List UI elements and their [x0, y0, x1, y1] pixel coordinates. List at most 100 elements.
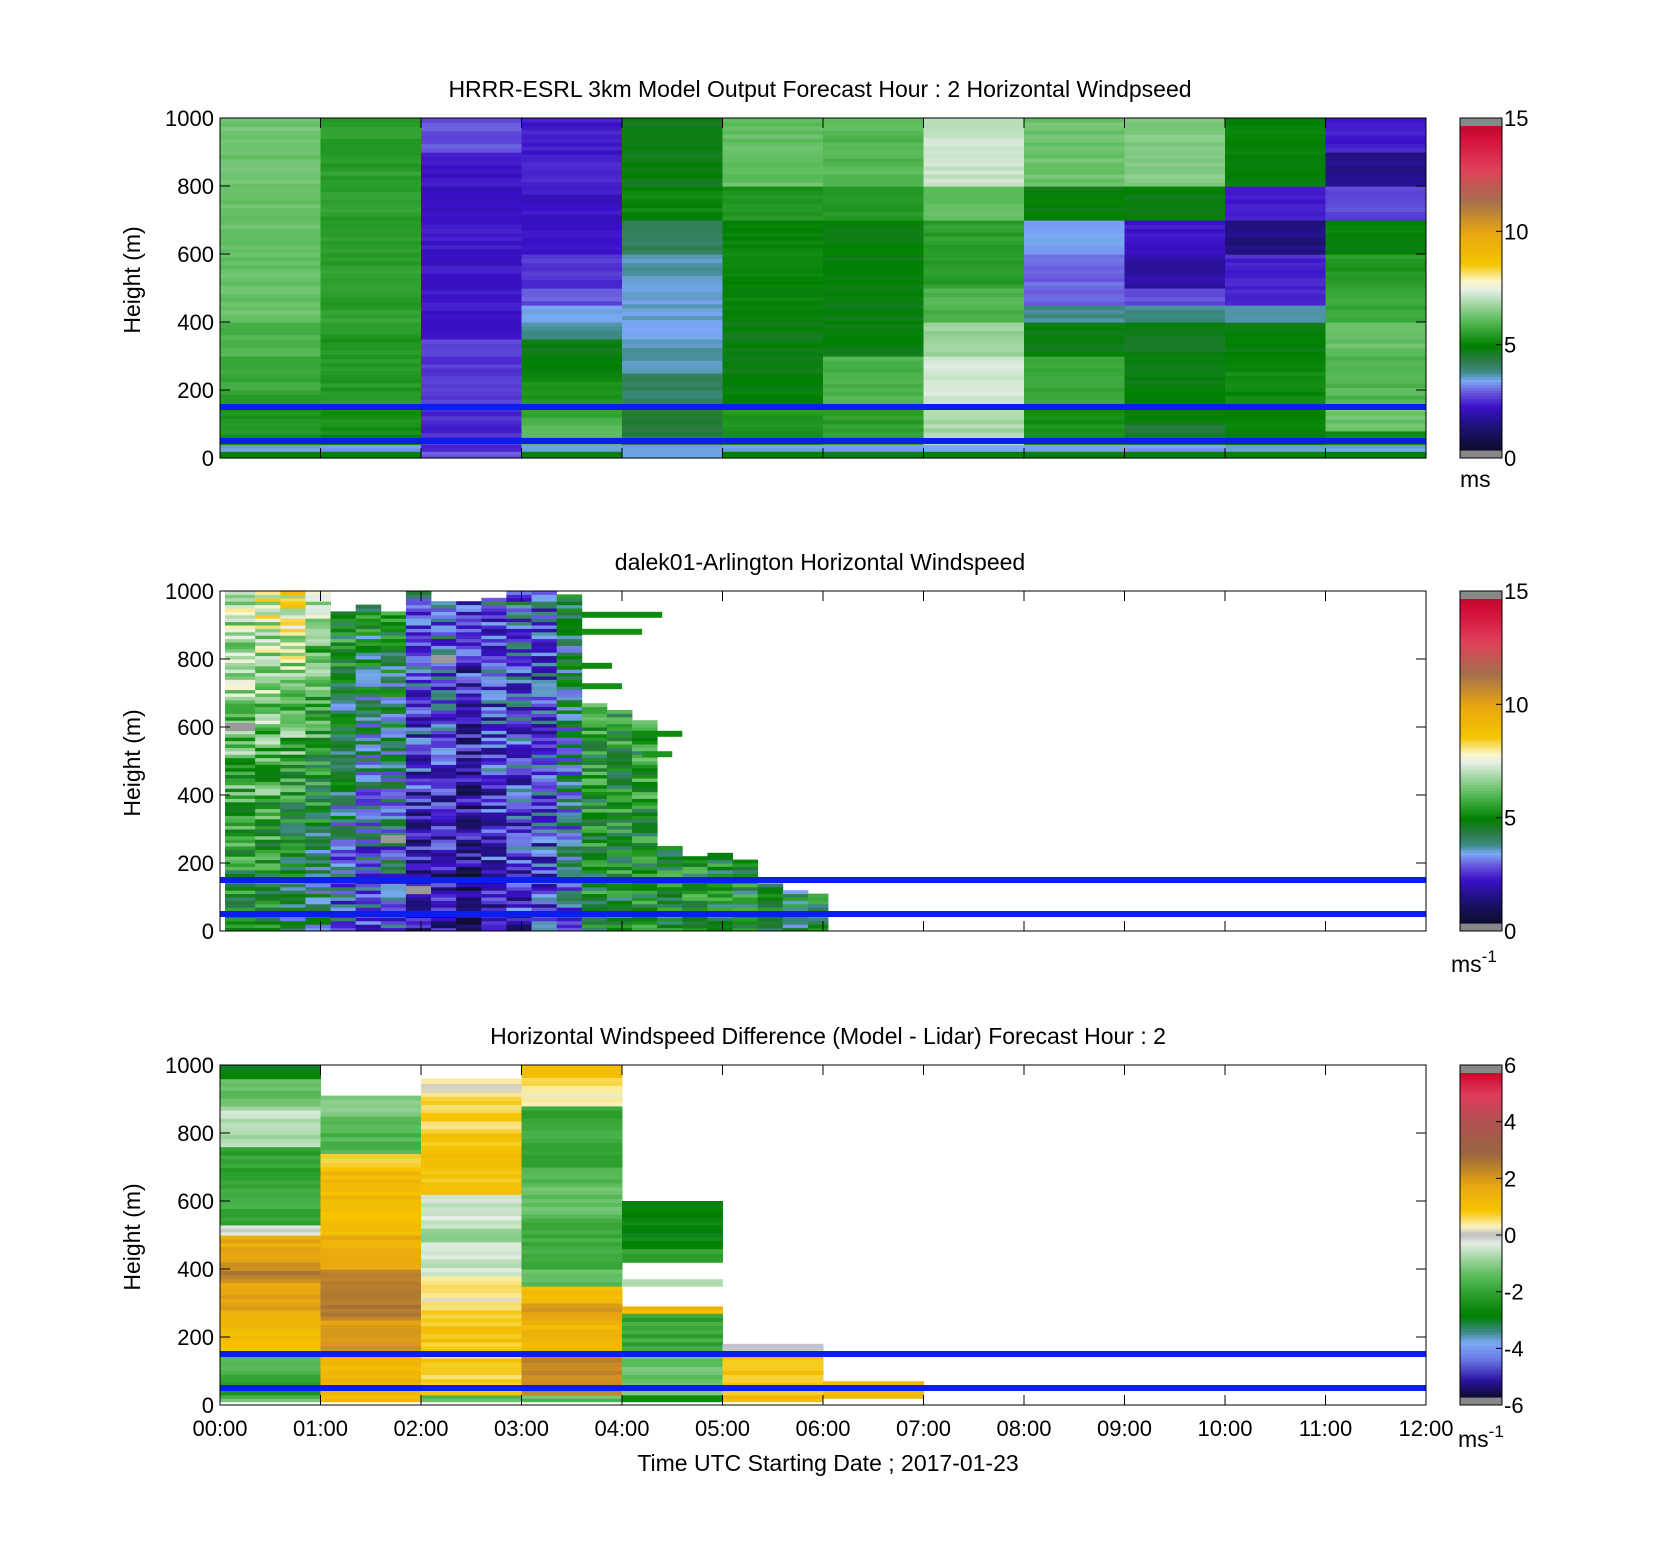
lidar-cell	[305, 893, 331, 898]
heatmap-cell	[220, 1335, 321, 1341]
lidar-cell	[481, 754, 507, 759]
lidar-cell	[225, 669, 256, 674]
heatmap-cell	[220, 1305, 321, 1311]
lidar-cell	[456, 886, 482, 891]
colorbar-cap-top	[1460, 591, 1502, 599]
colorbar-tick-label: 10	[1504, 692, 1528, 717]
heatmap-cell	[1325, 283, 1427, 289]
heatmap-cell	[722, 248, 824, 253]
heatmap-cell	[521, 296, 623, 302]
lidar-cell	[431, 866, 457, 871]
heatmap-cell	[521, 377, 623, 383]
colorbar-swatch	[1460, 333, 1502, 338]
colorbar-swatch	[1460, 223, 1502, 227]
lidar-cell	[330, 625, 357, 629]
heatmap-cell	[1325, 254, 1427, 259]
lidar-cell	[456, 611, 482, 616]
colorbar-swatch	[1460, 1110, 1502, 1115]
heatmap-cell	[823, 391, 924, 396]
heatmap-cell	[622, 249, 723, 255]
colorbar-swatch	[1460, 139, 1502, 143]
lidar-cell	[380, 903, 407, 908]
heatmap-cell	[320, 1140, 422, 1146]
heatmap-cell	[823, 1393, 924, 1399]
heatmap-cell	[1124, 220, 1226, 225]
lidar-cell	[531, 608, 558, 612]
lidar-cell	[481, 886, 507, 891]
lidar-cell	[531, 917, 558, 922]
lidar-cell	[305, 696, 331, 701]
lidar-cell	[682, 897, 708, 901]
heatmap-cell	[923, 447, 1025, 452]
lidar-cell	[280, 927, 306, 932]
colorbar-swatch	[1460, 285, 1502, 289]
heatmap-cell	[1124, 408, 1226, 413]
heatmap-cell	[1225, 427, 1326, 433]
heatmap-cell	[923, 367, 1025, 373]
heatmap-cell	[320, 228, 422, 233]
lidar-cell	[305, 788, 331, 793]
lidar-cell	[556, 757, 583, 762]
lidar-cell	[305, 835, 331, 840]
panel-lidar-y-axis-label: Height (m)	[119, 709, 145, 816]
lidar-cell	[556, 723, 583, 728]
colorbar-swatch	[1460, 1167, 1502, 1171]
heatmap-cell	[923, 162, 1025, 167]
heatmap-cell	[1225, 367, 1326, 373]
heatmap-cell	[320, 1099, 422, 1105]
heatmap-cell	[622, 158, 723, 163]
lidar-cell	[225, 659, 256, 663]
heatmap-cell	[1024, 334, 1125, 340]
heatmap-cell	[722, 334, 824, 340]
lidar-cell	[732, 900, 759, 905]
heatmap-cell	[1225, 146, 1326, 151]
lidar-cell	[355, 740, 382, 745]
colorbar-swatch	[1460, 163, 1502, 168]
heatmap-cell	[421, 1341, 522, 1347]
lidar-cell	[481, 897, 507, 901]
heatmap-cell	[1325, 156, 1427, 162]
lidar-cell	[380, 863, 407, 867]
heatmap-cell	[220, 422, 321, 427]
lidar-cell	[606, 740, 633, 745]
lidar-cell	[481, 805, 507, 810]
lidar-cell	[280, 893, 306, 898]
heatmap-cell	[1024, 419, 1125, 425]
heatmap-cell	[923, 375, 1025, 381]
lidar-cell	[456, 798, 482, 803]
colorbar-swatch	[1460, 1378, 1502, 1382]
heatmap-cell	[1325, 422, 1427, 428]
lidar-cell	[456, 601, 482, 606]
lidar-cell	[255, 856, 281, 861]
colorbar-swatch	[1460, 342, 1502, 346]
lidar-cell	[556, 801, 583, 806]
lidar-cell	[355, 693, 382, 697]
lidar-cell	[506, 856, 532, 861]
heatmap-cell	[722, 377, 824, 383]
heatmap-cell	[823, 423, 924, 429]
lidar-cell	[481, 900, 507, 905]
colorbar-swatch	[1460, 150, 1502, 154]
lidar-cell	[355, 611, 382, 616]
heatmap-cell	[1325, 258, 1427, 264]
heatmap-cell	[521, 1142, 623, 1148]
lidar-cell	[456, 642, 482, 646]
lidar-profile	[330, 611, 357, 932]
colorbar-swatch	[1460, 666, 1502, 670]
colorbar-swatch	[1460, 136, 1502, 141]
lidar-cell	[380, 642, 407, 646]
heatmap-cell	[220, 1159, 321, 1164]
lidar-cell	[405, 682, 432, 687]
lidar-cell	[305, 682, 331, 687]
heatmap-cell	[1124, 326, 1226, 332]
colorbar-swatch	[1460, 193, 1502, 197]
heatmap-cell	[521, 214, 623, 219]
heatmap-cell	[1124, 166, 1226, 171]
heatmap-cell	[1225, 228, 1326, 234]
colorbar-swatch	[1460, 142, 1502, 146]
heatmap-cell	[320, 1183, 422, 1188]
lidar-cell	[355, 631, 382, 636]
heatmap-cell	[823, 300, 924, 305]
colorbar-swatch	[1460, 1199, 1502, 1204]
lidar-cell	[556, 920, 583, 925]
